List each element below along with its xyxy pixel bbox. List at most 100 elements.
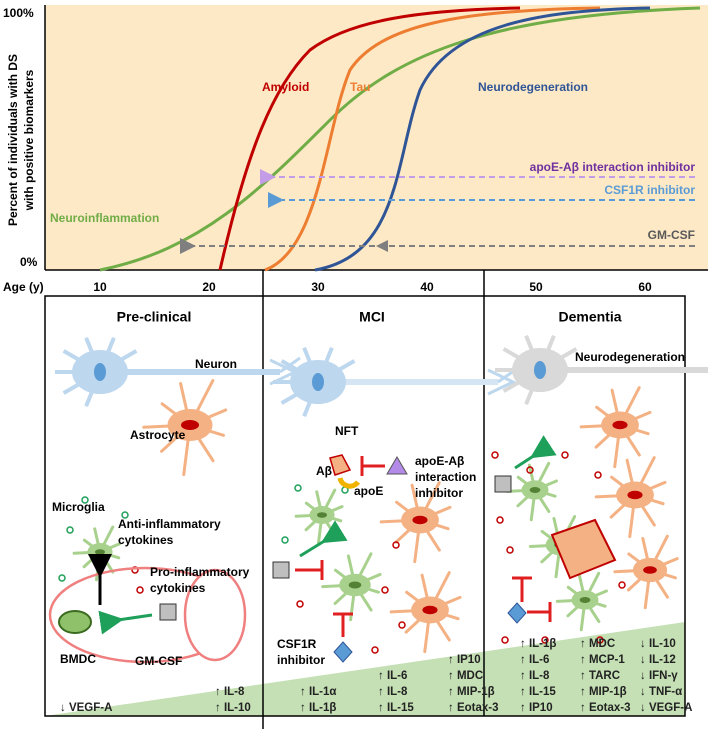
panel-title: MCI [359, 309, 385, 325]
biomarker: ↑ Eotax-3 [448, 702, 499, 714]
plaque [550, 518, 617, 580]
x-tick-label: 10 [93, 280, 107, 294]
cell [594, 456, 667, 539]
apoe [337, 477, 361, 489]
arrow [514, 435, 557, 470]
y-tick-label: 100% [3, 6, 34, 20]
arrow [299, 520, 348, 558]
cytokine [136, 586, 144, 594]
cytokine [526, 466, 534, 474]
label: Neurodegeneration [575, 350, 685, 364]
square [494, 475, 512, 493]
label: apoE-Aβ [415, 454, 464, 468]
x-tick-label: 20 [202, 280, 216, 294]
cytokine [561, 451, 569, 459]
amyloid-curve [218, 6, 521, 271]
nucleus [348, 581, 362, 589]
label: inhibitor [277, 653, 325, 667]
biomarker: ↓ IL-12 [640, 654, 676, 666]
x-tick-label: 30 [311, 280, 325, 294]
neuron [273, 347, 519, 417]
x-tick-label: 50 [529, 280, 543, 294]
biomarker: ↓ VEGF-A [60, 702, 112, 714]
inhibitor-triangle [386, 456, 408, 475]
cytokine [66, 526, 74, 534]
nucleus [412, 515, 428, 525]
cytokine [496, 516, 504, 524]
cell [321, 552, 382, 622]
nucleus [534, 361, 546, 379]
cytokine [392, 541, 400, 549]
cell-label: Astrocyte [130, 428, 186, 442]
biomarker: ↑ IL-15 [378, 702, 414, 714]
nucleus [181, 420, 199, 430]
cytokine-label: cytokines [150, 581, 206, 595]
cell-label: GM-CSF [135, 654, 182, 668]
nucleus [579, 597, 591, 603]
x-tick-label: 60 [638, 280, 652, 294]
plot-background [45, 5, 708, 270]
neuroinflammation-curve [99, 6, 701, 272]
cell [613, 534, 679, 610]
nucleus [612, 420, 628, 430]
biomarker: ↑ IL-8 [520, 670, 550, 682]
cell [294, 488, 344, 545]
neuron [55, 337, 301, 407]
cytokine [371, 646, 379, 654]
biomarker: ↑ MIP-1β [580, 686, 627, 698]
y-axis-label: with positive biomarkers [22, 69, 36, 211]
biomarker: ↑ MIP-1β [448, 686, 495, 698]
biomarker: ↑ IL-6 [520, 654, 549, 666]
nucleus [316, 512, 328, 518]
label: inhibitor [415, 486, 463, 500]
biomarker: ↓ VEGF-A [640, 702, 692, 714]
biomarker: ↓ TNF-α [640, 686, 682, 698]
biomarker: ↑ IL-1β [300, 702, 336, 714]
biomarker: ↑ IL-1α [300, 686, 336, 698]
cytokine [596, 636, 604, 644]
biomarker: ↑ TARC [580, 670, 620, 682]
label: NFT [335, 424, 359, 438]
arrow-label: apoE-Aβ interaction inhibitor [530, 160, 696, 174]
label: apoE [354, 484, 383, 498]
cytokine-label: Pro-inflammatory [150, 565, 250, 579]
cell [379, 481, 452, 564]
nucleus [312, 373, 324, 391]
biomarker-wedge [45, 622, 685, 716]
biomarker: ↑ IL-1β [520, 638, 556, 650]
cell [142, 379, 228, 477]
nucleus [94, 363, 106, 381]
arrow-head [376, 240, 388, 252]
biomarker: ↓ IFN-γ [640, 670, 678, 682]
cell [389, 571, 462, 654]
cytokine [501, 636, 509, 644]
biomarker: ↑ IL-8 [378, 686, 408, 698]
curve-label: Neurodegeneration [478, 80, 588, 94]
biomarker: ↑ MDC [448, 670, 483, 682]
cell-label: Neuron [195, 357, 237, 371]
cytokine-label: Anti-inflammatory [118, 517, 221, 531]
cell [72, 525, 122, 582]
cell [505, 461, 558, 522]
biomarker: ↓ IL-10 [640, 638, 676, 650]
cytokine [398, 621, 406, 629]
cytokine [81, 496, 89, 504]
nucleus [422, 605, 438, 615]
cell [555, 571, 608, 632]
biomarker: ↑ Eotax-3 [580, 702, 631, 714]
curve-label: Neuroinflammation [50, 211, 159, 225]
label: CSF1R [277, 637, 317, 651]
biomarker: ↑ IP10 [520, 702, 553, 714]
cytokine [594, 471, 602, 479]
y-tick-label: 0% [20, 255, 38, 269]
arrow [98, 610, 153, 635]
nucleus [94, 549, 106, 555]
panel-title: Dementia [558, 309, 621, 325]
gm-csf-square [159, 603, 177, 621]
biomarker: ↑ IP10 [448, 654, 481, 666]
x-axis-label: Age (y) [3, 280, 44, 294]
y-axis-label: Percent of individuals with DS [6, 54, 20, 226]
vessel-end [183, 568, 247, 662]
diamond [507, 602, 527, 624]
cytokine [281, 536, 289, 544]
